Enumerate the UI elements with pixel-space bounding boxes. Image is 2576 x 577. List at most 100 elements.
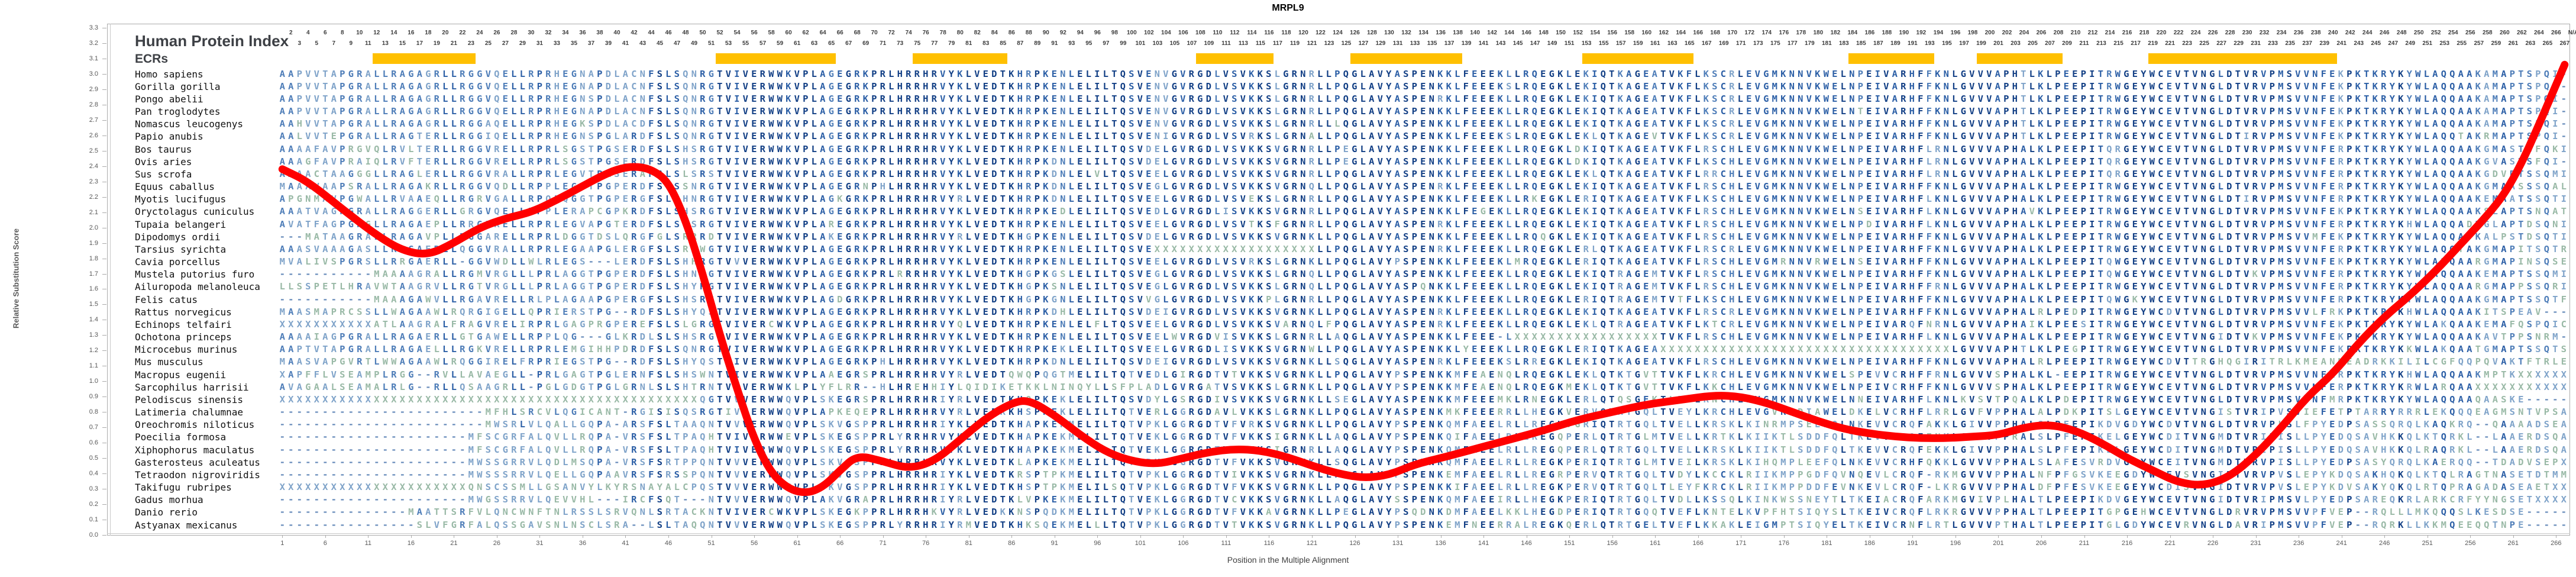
position-number: 61: [794, 40, 801, 47]
x-tick-label: 141: [1478, 540, 1489, 547]
x-tick-label: 186: [1864, 540, 1876, 547]
x-tick-label: 196: [1950, 540, 1961, 547]
x-tick-mark: [1998, 536, 1999, 538]
position-number: 186: [1864, 30, 1875, 36]
position-number: 97: [1103, 40, 1110, 47]
y-tick-mark: [102, 243, 106, 244]
position-number: 235: [2285, 40, 2295, 47]
position-number: 217: [2131, 40, 2141, 47]
position-number: 17: [416, 40, 423, 47]
position-number: 3: [298, 40, 302, 47]
position-number: 236: [2293, 30, 2304, 36]
position-number: 159: [1633, 40, 1643, 47]
position-number: 190: [1899, 30, 1909, 36]
position-number: 177: [1787, 40, 1798, 47]
y-tick-label: 2.5: [89, 147, 98, 154]
position-number: 92: [1059, 30, 1066, 36]
y-tick-label: 0.3: [89, 485, 98, 493]
position-number: 113: [1238, 40, 1248, 47]
x-tick-label: 21: [450, 540, 458, 547]
position-number: 14: [390, 30, 397, 36]
position-number: 76: [922, 30, 929, 36]
species-name: Ailuropoda melanoleuca: [135, 281, 260, 293]
position-number: 22: [459, 30, 466, 36]
y-tick-mark: [102, 120, 106, 121]
x-tick-label: 61: [793, 540, 801, 547]
x-tick-label: 76: [922, 540, 930, 547]
position-number: 56: [751, 30, 758, 36]
position-number: 43: [639, 40, 647, 47]
y-tick-label: 2.4: [89, 162, 98, 170]
position-number: 198: [1967, 30, 1978, 36]
position-number: 95: [1085, 40, 1093, 47]
y-tick-mark: [102, 212, 106, 213]
x-tick-mark: [1569, 536, 1570, 538]
position-number: 256: [2465, 30, 2475, 36]
ecrs-label: ECRs: [135, 52, 169, 66]
position-number: 4: [306, 30, 310, 36]
species-name: Oreochromis niloticus: [135, 419, 255, 431]
y-tick-label: 2.2: [89, 193, 98, 201]
position-number: 252: [2430, 30, 2441, 36]
position-number: 200: [1984, 30, 1995, 36]
x-tick-mark: [1783, 536, 1785, 538]
species-name: Latimeria chalumnae: [135, 407, 244, 418]
position-number: 119: [1289, 40, 1300, 47]
x-tick-mark: [1612, 536, 1613, 538]
position-number: 187: [1873, 40, 1883, 47]
position-number: 133: [1410, 40, 1420, 47]
position-number: 106: [1178, 30, 1188, 36]
position-number: 58: [768, 30, 775, 36]
x-tick-label: 56: [750, 540, 758, 547]
position-number: 134: [1418, 30, 1428, 36]
x-tick-mark: [1011, 536, 1013, 538]
position-number: 158: [1624, 30, 1635, 36]
x-tick-label: 11: [364, 540, 372, 547]
position-number: 230: [2242, 30, 2252, 36]
y-tick-mark: [102, 381, 106, 382]
x-tick-mark: [2127, 536, 2128, 538]
position-number: 228: [2225, 30, 2235, 36]
position-number: 77: [931, 40, 938, 47]
position-number: 137: [1444, 40, 1455, 47]
ecr-bar: [1582, 53, 1694, 64]
position-number: 29: [519, 40, 526, 47]
position-number: 11: [365, 40, 371, 47]
position-number: 111: [1221, 40, 1231, 47]
position-number: 246: [2379, 30, 2390, 36]
position-number: 182: [1830, 30, 1841, 36]
species-name: Pan troglodytes: [135, 106, 221, 117]
position-number: 112: [1230, 30, 1240, 36]
position-number: 227: [2216, 40, 2226, 47]
position-number: 142: [1487, 30, 1497, 36]
position-number: 8: [341, 30, 344, 36]
position-number: 251: [2422, 40, 2433, 47]
position-number: 191: [1908, 40, 1918, 47]
species-name: Ovis aries: [135, 156, 192, 167]
y-tick-mark: [102, 89, 106, 90]
position-number: 87: [1017, 40, 1024, 47]
species-name: Cavia porcellus: [135, 256, 221, 267]
x-tick-label: 146: [1521, 540, 1532, 547]
position-number: 67: [845, 40, 852, 47]
y-tick-mark: [102, 196, 106, 198]
position-number: 136: [1436, 30, 1446, 36]
plot-border: [107, 24, 2570, 536]
y-tick-mark: [102, 473, 106, 475]
x-tick-label: 26: [493, 540, 501, 547]
position-number: 2: [289, 30, 293, 36]
position-number: 202: [2002, 30, 2012, 36]
position-number: 148: [1539, 30, 1549, 36]
position-number: 243: [2354, 40, 2364, 47]
y-tick-mark: [102, 273, 106, 275]
position-number: 99: [1120, 40, 1127, 47]
